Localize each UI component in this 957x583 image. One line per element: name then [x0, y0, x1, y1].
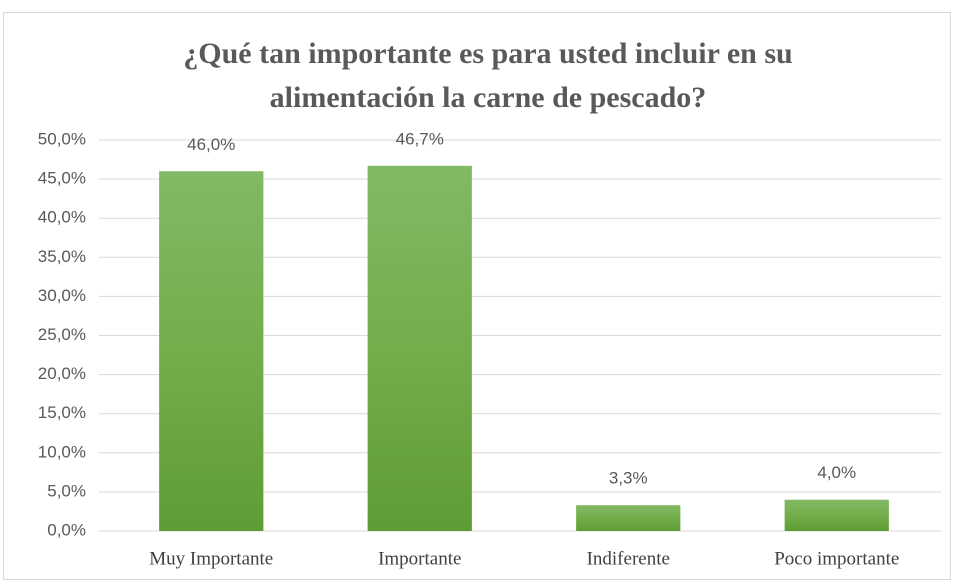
chart-title: ¿Qué tan importante es para usted inclui… [183, 37, 793, 114]
y-tick-label: 25,0% [38, 325, 86, 344]
bar [367, 165, 472, 531]
data-label: 3,3% [609, 469, 648, 488]
y-tick-label: 5,0% [47, 481, 86, 500]
bar [784, 499, 889, 531]
y-tick-label: 20,0% [38, 364, 86, 383]
y-tick-label: 50,0% [38, 129, 86, 148]
data-label: 46,0% [187, 135, 235, 154]
x-tick-label: Muy Importante [149, 548, 273, 569]
y-tick-label: 30,0% [38, 286, 86, 305]
y-tick-label: 10,0% [38, 442, 86, 461]
y-tick-label: 15,0% [38, 403, 86, 422]
y-tick-label: 0,0% [47, 520, 86, 539]
y-tick-label: 45,0% [38, 169, 86, 188]
x-tick-label: Indiferente [587, 548, 670, 569]
y-tick-label: 35,0% [38, 247, 86, 266]
bar [159, 171, 264, 531]
data-label: 4,0% [817, 463, 856, 482]
bar [576, 505, 681, 531]
data-label: 46,7% [396, 129, 444, 148]
x-tick-label: Poco importante [774, 548, 899, 569]
chart-border [3, 12, 951, 580]
y-tick-label: 40,0% [38, 208, 86, 227]
x-tick-label: Importante [378, 548, 461, 569]
